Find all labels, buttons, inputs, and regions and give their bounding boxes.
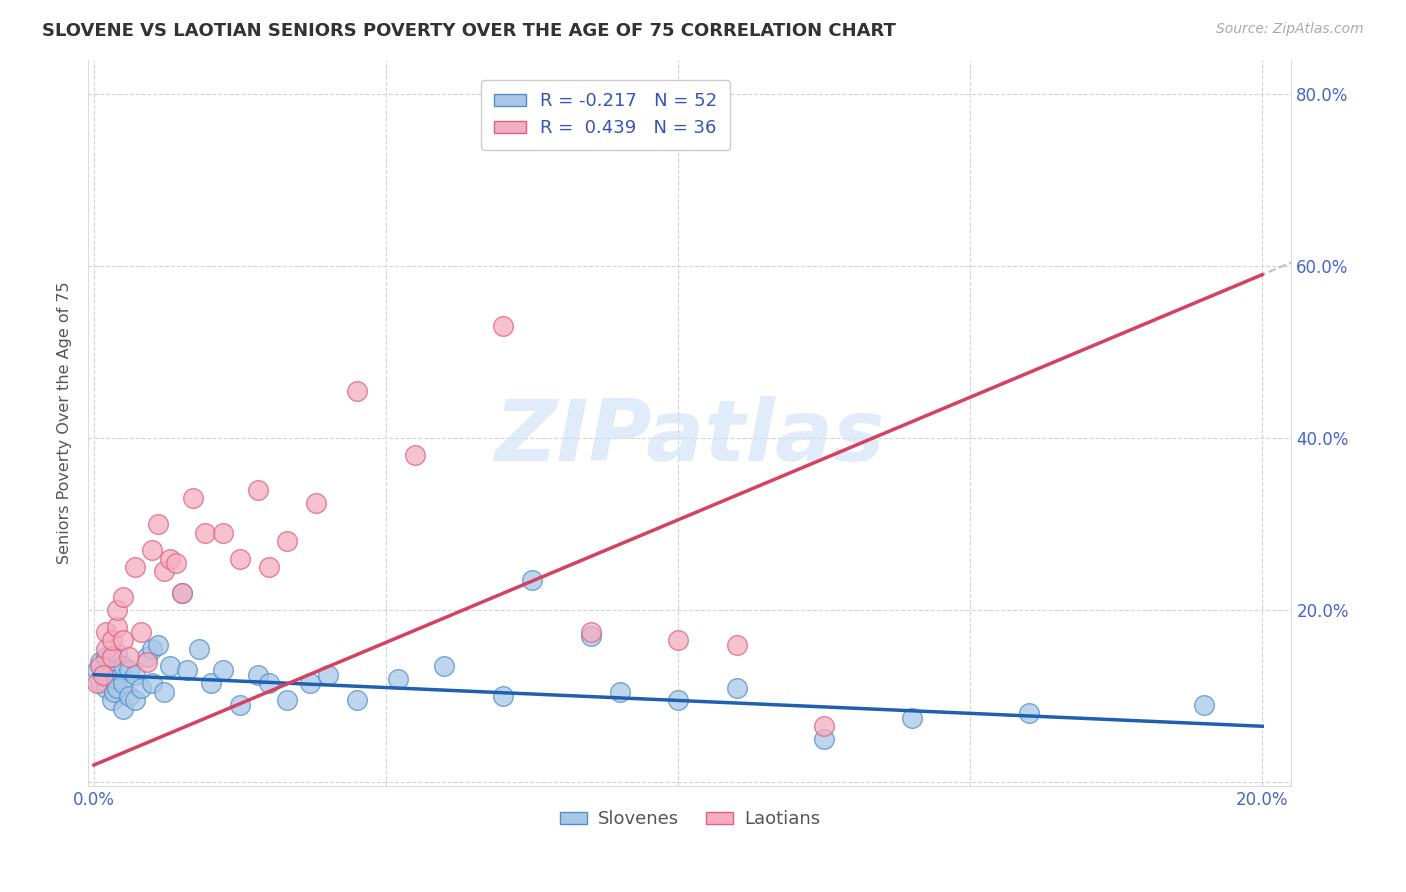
Point xyxy=(181,491,204,506)
Point xyxy=(1192,698,1215,712)
Point xyxy=(579,629,602,643)
Point xyxy=(129,681,152,695)
Point xyxy=(124,693,146,707)
Point xyxy=(813,719,835,733)
Y-axis label: Seniors Poverty Over the Age of 75: Seniors Poverty Over the Age of 75 xyxy=(58,282,72,565)
Point xyxy=(112,702,135,716)
Point xyxy=(153,685,176,699)
Point xyxy=(229,698,252,712)
Point xyxy=(124,667,146,681)
Point xyxy=(257,560,280,574)
Point xyxy=(666,693,689,707)
Point xyxy=(94,641,117,656)
Point xyxy=(118,689,141,703)
Point xyxy=(100,664,122,678)
Point xyxy=(346,384,368,398)
Point xyxy=(299,676,322,690)
Point xyxy=(316,667,339,681)
Point xyxy=(276,534,298,549)
Point xyxy=(725,638,748,652)
Point xyxy=(492,689,515,703)
Point xyxy=(100,693,122,707)
Point xyxy=(148,517,170,532)
Point xyxy=(176,664,198,678)
Point xyxy=(89,659,111,673)
Point xyxy=(112,659,135,673)
Point xyxy=(404,448,426,462)
Point xyxy=(124,560,146,574)
Point xyxy=(100,650,122,665)
Point xyxy=(170,586,193,600)
Point xyxy=(135,655,157,669)
Point xyxy=(579,624,602,639)
Point xyxy=(813,732,835,747)
Point xyxy=(86,664,108,678)
Point xyxy=(229,551,252,566)
Point xyxy=(1018,706,1040,721)
Point xyxy=(105,603,128,617)
Point xyxy=(165,556,187,570)
Text: Source: ZipAtlas.com: Source: ZipAtlas.com xyxy=(1216,22,1364,37)
Point xyxy=(141,641,163,656)
Point xyxy=(105,620,128,634)
Point xyxy=(97,672,120,686)
Point xyxy=(153,565,176,579)
Point xyxy=(103,685,125,699)
Point xyxy=(129,624,152,639)
Point xyxy=(86,676,108,690)
Point xyxy=(94,624,117,639)
Point xyxy=(135,650,157,665)
Point xyxy=(188,641,211,656)
Legend: Slovenes, Laotians: Slovenes, Laotians xyxy=(553,803,827,836)
Point xyxy=(159,659,181,673)
Point xyxy=(520,573,543,587)
Point xyxy=(118,650,141,665)
Point xyxy=(725,681,748,695)
Point xyxy=(387,672,409,686)
Point xyxy=(666,633,689,648)
Point xyxy=(105,672,128,686)
Point xyxy=(112,676,135,690)
Point xyxy=(148,638,170,652)
Point xyxy=(433,659,456,673)
Point xyxy=(305,495,328,509)
Point xyxy=(257,676,280,690)
Point xyxy=(900,711,922,725)
Point xyxy=(246,667,269,681)
Point xyxy=(100,633,122,648)
Point xyxy=(89,655,111,669)
Point xyxy=(211,664,233,678)
Text: ZIPatlas: ZIPatlas xyxy=(495,396,884,479)
Point xyxy=(91,667,114,681)
Point xyxy=(170,586,193,600)
Point xyxy=(346,693,368,707)
Point xyxy=(105,681,128,695)
Point xyxy=(211,525,233,540)
Point xyxy=(112,591,135,605)
Point xyxy=(100,650,122,665)
Point xyxy=(194,525,217,540)
Point xyxy=(609,685,631,699)
Point xyxy=(200,676,222,690)
Point xyxy=(112,633,135,648)
Point xyxy=(94,650,117,665)
Point xyxy=(94,681,117,695)
Point xyxy=(141,543,163,558)
Point xyxy=(141,676,163,690)
Text: SLOVENE VS LAOTIAN SENIORS POVERTY OVER THE AGE OF 75 CORRELATION CHART: SLOVENE VS LAOTIAN SENIORS POVERTY OVER … xyxy=(42,22,896,40)
Point xyxy=(118,664,141,678)
Point xyxy=(276,693,298,707)
Point xyxy=(91,667,114,681)
Point xyxy=(89,676,111,690)
Point xyxy=(246,483,269,497)
Point xyxy=(492,319,515,334)
Point xyxy=(105,646,128,660)
Point xyxy=(159,551,181,566)
